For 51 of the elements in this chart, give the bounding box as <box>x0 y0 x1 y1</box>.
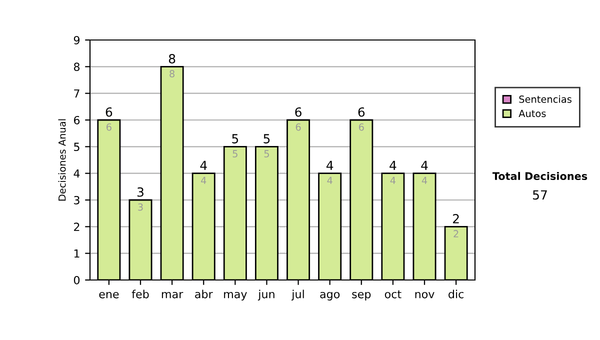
x-tick-label: may <box>224 292 247 300</box>
y-tick-label: 5 <box>74 142 80 152</box>
x-tick-label: nov <box>415 292 434 298</box>
y-tick-label: 1 <box>74 249 80 258</box>
x-tick-label: sep <box>352 292 371 300</box>
total-label: 5 <box>264 134 270 144</box>
total-label: 4 <box>421 160 428 170</box>
data-label: 6 <box>358 123 364 131</box>
total-label: 6 <box>106 107 112 117</box>
x-tick-label: feb <box>132 290 149 298</box>
y-tick-label: 4 <box>74 169 80 178</box>
total-label: 4 <box>200 160 207 170</box>
total-label: 4 <box>326 160 334 170</box>
x-tick-label: oct <box>384 290 402 298</box>
data-label: 2 <box>454 230 458 238</box>
total-label: 4 <box>390 160 396 170</box>
data-label: 5 <box>264 150 269 158</box>
legend-label: Sentencias <box>519 95 572 103</box>
x-tick-label: jun <box>258 290 274 300</box>
y-tick-label: 3 <box>74 196 80 204</box>
y-tick-label: 7 <box>74 89 80 98</box>
total-label: 6 <box>358 107 365 117</box>
y-tick-label: 0 <box>74 276 80 284</box>
y-tick-label: 6 <box>74 116 80 124</box>
x-tick-label: abr <box>195 290 213 298</box>
data-label: 8 <box>170 70 174 78</box>
x-tick-label: jul <box>291 290 304 300</box>
y-tick-label: 2 <box>74 222 80 231</box>
data-label: 4 <box>390 176 396 184</box>
data-label: 4 <box>422 176 428 184</box>
y-tick-label: 9 <box>74 36 80 44</box>
legend-label: Autos <box>518 110 546 118</box>
total-label: 8 <box>168 54 176 64</box>
x-tick-label: mar <box>162 292 184 298</box>
y-axis-title: Decisiones Anual <box>58 119 66 201</box>
data-label: 6 <box>296 123 301 131</box>
data-label: 5 <box>232 150 238 158</box>
data-label: 4 <box>200 176 206 184</box>
total-label: 6 <box>295 107 302 117</box>
total-label: 3 <box>137 187 144 197</box>
total-label: 5 <box>232 134 238 144</box>
x-tick-label: dic <box>448 290 464 298</box>
x-tick-label: ago <box>320 292 340 300</box>
y-tick-label: 8 <box>74 62 80 72</box>
text: 57 <box>533 190 547 200</box>
x-tick-label: ene <box>99 292 119 298</box>
data-label: 6 <box>106 123 112 131</box>
data-label: 3 <box>138 203 143 211</box>
text: Total Decisiones <box>492 172 588 180</box>
data-label: 4 <box>327 176 332 184</box>
total-label: 2 <box>453 214 459 224</box>
